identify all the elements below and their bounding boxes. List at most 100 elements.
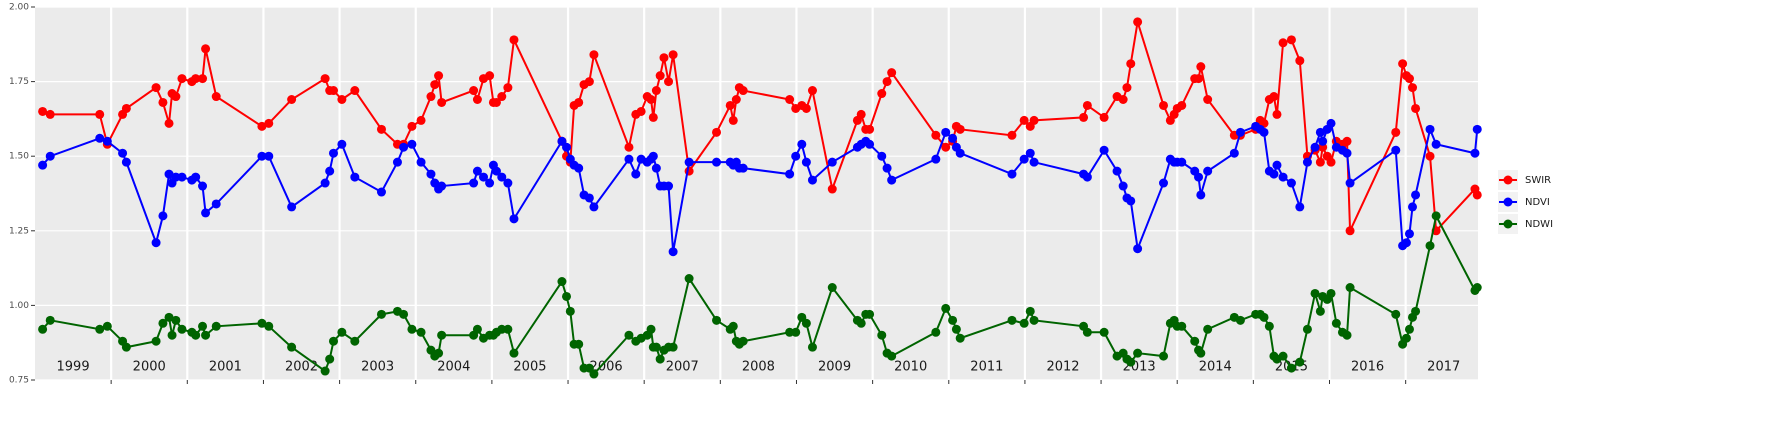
data-point	[1431, 139, 1441, 149]
year-label: 2007	[666, 360, 699, 375]
data-point	[164, 118, 174, 128]
data-point	[728, 321, 738, 331]
data-point	[1408, 202, 1418, 212]
data-point	[801, 157, 811, 167]
data-point	[177, 74, 187, 84]
data-point	[557, 277, 567, 287]
data-point	[1126, 196, 1136, 206]
data-point	[1310, 288, 1320, 298]
data-point	[1029, 115, 1039, 125]
data-point	[1082, 100, 1092, 110]
data-point	[648, 151, 658, 161]
data-point	[877, 89, 887, 99]
data-point	[1391, 145, 1401, 155]
year-label: 2008	[742, 360, 775, 375]
data-point	[399, 309, 409, 319]
data-point	[589, 50, 599, 60]
data-point	[574, 163, 584, 173]
data-point	[948, 315, 958, 325]
data-point	[1099, 327, 1109, 337]
data-point	[211, 199, 221, 209]
data-point	[1278, 38, 1288, 48]
data-point	[1404, 229, 1414, 239]
data-point	[1278, 351, 1288, 361]
data-point	[797, 139, 807, 149]
data-point	[1345, 226, 1355, 236]
data-point	[407, 121, 417, 131]
data-point	[1272, 109, 1282, 119]
year-label: 2009	[818, 360, 851, 375]
data-point	[738, 336, 748, 346]
data-point	[399, 142, 409, 152]
data-point	[121, 342, 131, 352]
data-point	[437, 330, 447, 340]
data-point	[430, 80, 440, 90]
data-point	[807, 86, 817, 96]
data-point	[257, 318, 267, 328]
data-point	[503, 324, 513, 334]
data-point	[941, 303, 951, 313]
legend-dot	[1503, 175, 1513, 185]
data-point	[328, 86, 338, 96]
data-point	[1196, 62, 1206, 72]
data-point	[45, 151, 55, 161]
data-point	[407, 139, 417, 149]
data-point	[562, 142, 572, 152]
data-point	[325, 166, 335, 176]
data-point	[725, 100, 735, 110]
data-point	[955, 124, 965, 134]
data-point	[624, 330, 634, 340]
data-point	[1431, 211, 1441, 221]
data-point	[198, 181, 208, 191]
data-point	[791, 151, 801, 161]
data-point	[503, 83, 513, 93]
data-point	[584, 193, 594, 203]
data-point	[287, 95, 297, 105]
data-point	[1401, 333, 1411, 343]
data-point	[877, 330, 887, 340]
data-point	[1404, 74, 1414, 84]
data-point	[1472, 124, 1482, 134]
data-point	[491, 166, 501, 176]
data-point	[509, 214, 519, 224]
data-point	[589, 202, 599, 212]
data-point	[1029, 315, 1039, 325]
year-label: 2003	[361, 360, 394, 375]
data-point	[121, 157, 131, 167]
data-point	[1315, 157, 1325, 167]
data-point	[1272, 160, 1282, 170]
data-point	[589, 369, 599, 379]
data-point	[624, 142, 634, 152]
data-point	[95, 324, 105, 334]
data-point	[416, 157, 426, 167]
data-point	[1196, 348, 1206, 358]
data-point	[1133, 17, 1143, 27]
data-point	[624, 154, 634, 164]
series	[38, 17, 1482, 236]
data-point	[201, 208, 211, 218]
data-point	[1472, 190, 1482, 200]
data-point	[1177, 100, 1187, 110]
data-point	[1425, 124, 1435, 134]
data-point	[1391, 127, 1401, 137]
data-point	[437, 181, 447, 191]
year-label: 2002	[285, 360, 318, 375]
legend-label: SWIR	[1525, 175, 1551, 186]
data-point	[1278, 172, 1288, 182]
data-point	[1194, 172, 1204, 182]
data-point	[337, 327, 347, 337]
data-point	[1025, 306, 1035, 316]
data-point	[1342, 148, 1352, 158]
data-point	[1025, 148, 1035, 158]
data-point	[565, 306, 575, 316]
data-point	[1315, 306, 1325, 316]
data-point	[469, 86, 479, 96]
data-point	[941, 142, 951, 152]
data-point	[434, 348, 444, 358]
data-point	[509, 348, 519, 358]
y-tick-label: 0.75	[9, 376, 29, 386]
data-point	[191, 330, 201, 340]
data-point	[1401, 238, 1411, 248]
legend-dot	[1503, 197, 1513, 207]
